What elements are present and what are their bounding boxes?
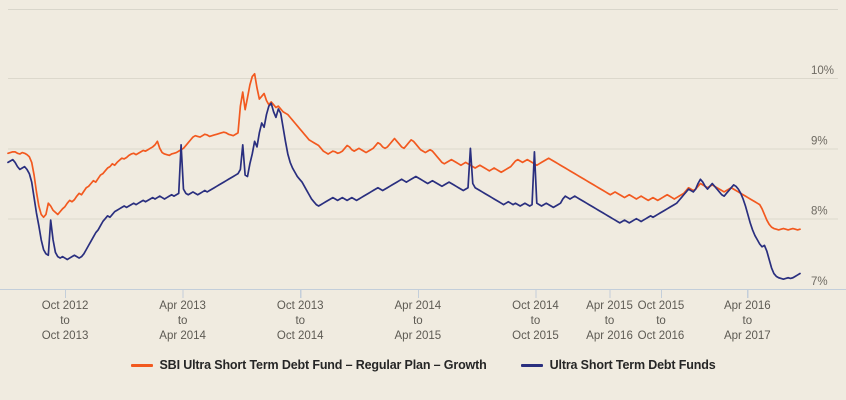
y-tick-label-9pct: 9%	[811, 135, 828, 147]
top-divider	[8, 9, 838, 10]
series-group	[7, 72, 801, 280]
x-tick-label-1: Apr 2013 to Apr 2014	[159, 300, 206, 342]
y-tick-labels-group: 7% 8% 9% 10%	[811, 65, 834, 288]
legend-swatch-category	[520, 363, 543, 367]
y-tick-label-8pct: 8%	[811, 206, 828, 218]
x-tick-label-3: Apr 2014 to Apr 2015	[395, 300, 442, 342]
series-line-ultra-short-term-debt-funds	[7, 102, 801, 280]
legend-item-category[interactable]: Ultra Short Term Debt Funds	[520, 358, 716, 372]
chart-legend: SBI Ultra Short Term Debt Fund – Regular…	[0, 358, 846, 372]
legend-label-category: Ultra Short Term Debt Funds	[549, 358, 716, 372]
y-tick-label-10pct: 10%	[811, 65, 834, 77]
series-line-sbi-ultra-short-term-debt-fund-regular-p	[7, 72, 801, 231]
legend-label-sbi-fund: SBI Ultra Short Term Debt Fund – Regular…	[159, 358, 487, 372]
x-tick-label-2: Oct 2013 to Oct 2014	[277, 300, 324, 342]
x-tick-label-0: Oct 2012 to Oct 2013	[42, 300, 89, 342]
x-tick-labels-group: Oct 2012 to Oct 2013 Apr 2013 to Apr 2014 Oct …	[42, 300, 771, 342]
y-tick-label-7pct: 7%	[811, 276, 828, 288]
x-tick-label-6: Oct 2015 to Oct 2016	[638, 300, 685, 342]
x-axis-group	[0, 288, 846, 298]
x-tick-label-7: Apr 2016 to Apr 2017	[724, 300, 771, 342]
gridlines-group	[8, 78, 838, 220]
legend-swatch-sbi-fund	[130, 363, 153, 367]
x-tick-label-4: Oct 2014 to Oct 2015	[512, 300, 559, 342]
legend-item-sbi-fund[interactable]: SBI Ultra Short Term Debt Fund – Regular…	[130, 358, 487, 372]
x-tick-label-5: Apr 2015 to Apr 2016	[586, 300, 633, 342]
